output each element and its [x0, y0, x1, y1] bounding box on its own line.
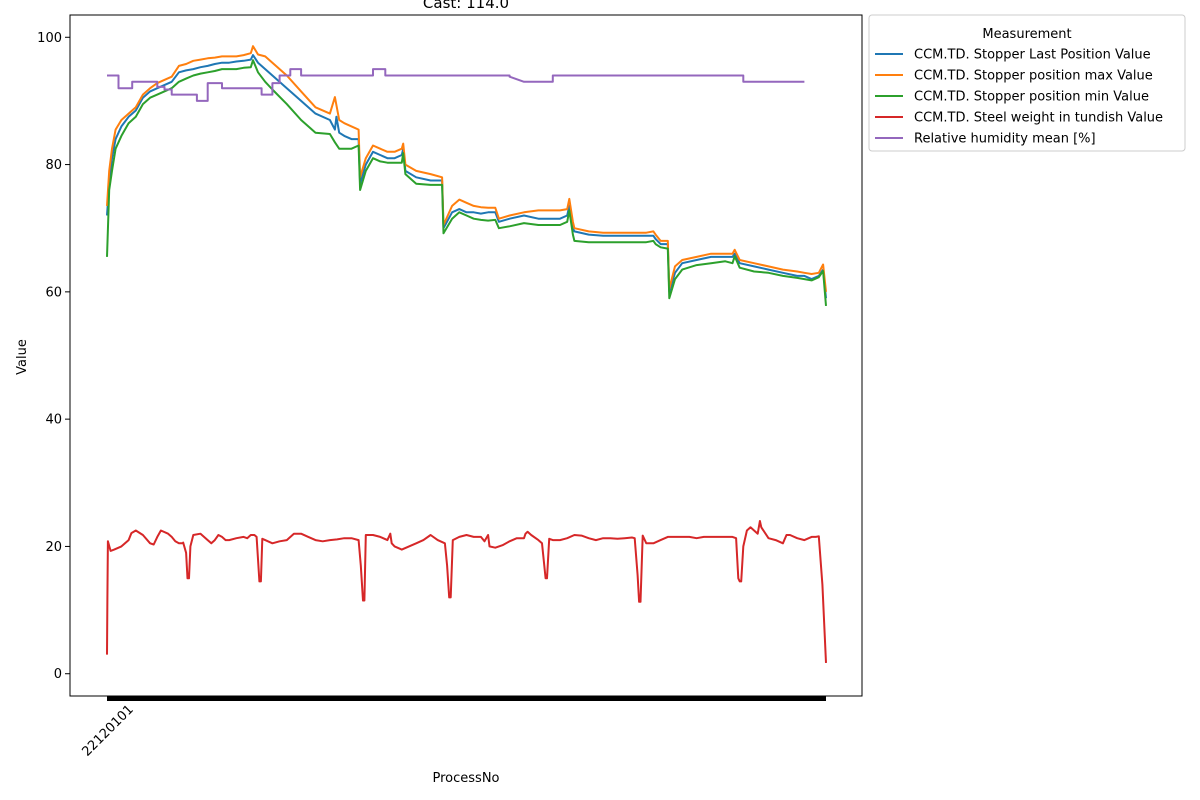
- series-line-1: [106, 54, 827, 299]
- series-line-5: [107, 68, 805, 102]
- legend-title: Measurement: [982, 27, 1071, 42]
- legend-label-2: CCM.TD. Stopper position max Value: [914, 69, 1153, 84]
- legend-label-5: Relative humidity mean [%]: [914, 132, 1096, 147]
- y-tick-label: 100: [37, 31, 62, 46]
- y-tick-label: 40: [45, 413, 62, 428]
- y-axis: 0 20 40 60 80 100: [37, 31, 70, 682]
- x-axis: 22120101: [79, 696, 826, 760]
- y-tick-label: 0: [54, 667, 62, 682]
- series-line-2: [106, 45, 827, 293]
- legend-box: [868, 14, 1186, 152]
- legend-items: CCM.TD. Stopper Last Position Value CCM.T…: [875, 48, 1163, 147]
- y-tick-label: 80: [45, 158, 62, 173]
- legend-label-4: CCM.TD. Steel weight in tundish Value: [914, 111, 1163, 126]
- plot-area: 0 20 40 60 80 100 22120101: [37, 14, 863, 760]
- y-tick-label: 60: [45, 285, 62, 300]
- x-tick-label: 22120101: [79, 702, 136, 759]
- legend: Measurement CCM.TD. Stopper Last Positio…: [868, 14, 1186, 152]
- x-tick-marks: [107, 696, 826, 701]
- series-layer: [106, 45, 827, 663]
- legend-label-1: CCM.TD. Stopper Last Position Value: [914, 48, 1151, 63]
- y-axis-label: Value: [15, 339, 30, 375]
- legend-label-3: CCM.TD. Stopper position min Value: [914, 90, 1149, 105]
- series-line-4: [106, 520, 827, 663]
- x-axis-label: ProcessNo: [433, 771, 500, 786]
- series-line-3: [106, 59, 827, 306]
- y-tick-label: 20: [45, 540, 62, 555]
- chart-title: Cast: 114.0: [423, 0, 509, 12]
- plot-frame: [69, 14, 863, 697]
